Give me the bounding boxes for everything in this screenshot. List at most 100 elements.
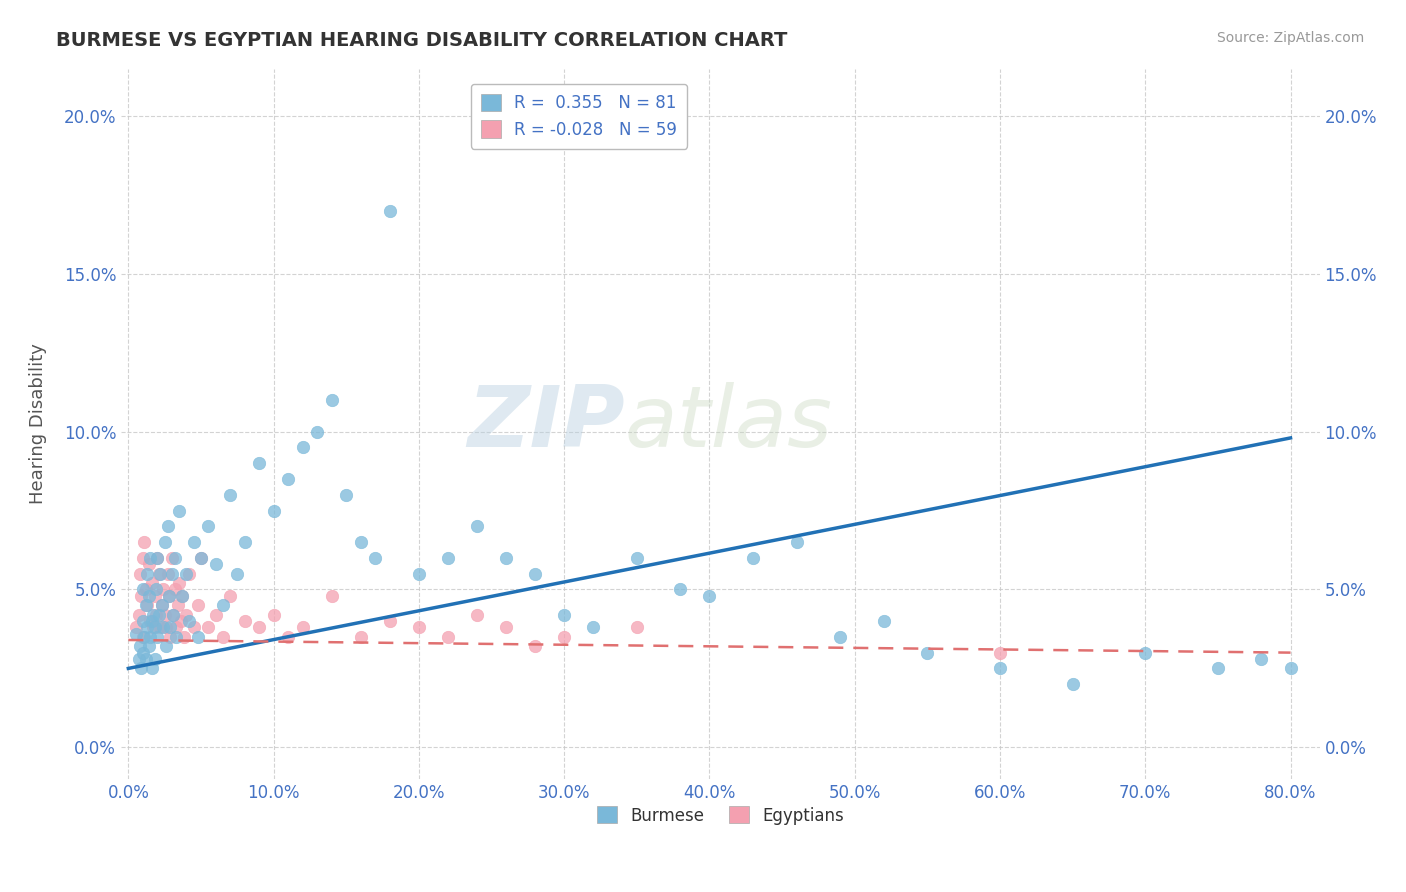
Point	[190, 550, 212, 565]
Point	[211, 630, 233, 644]
Point	[132, 614, 155, 628]
Point	[155, 620, 177, 634]
Point	[378, 203, 401, 218]
Point	[128, 607, 150, 622]
Point	[159, 620, 181, 634]
Point	[134, 535, 156, 549]
Point	[131, 661, 153, 675]
Point	[129, 640, 152, 654]
Point	[408, 566, 430, 581]
Point	[291, 441, 314, 455]
Point	[263, 503, 285, 517]
Point	[553, 607, 575, 622]
Point	[143, 652, 166, 666]
Point	[183, 620, 205, 634]
Point	[153, 535, 176, 549]
Point	[152, 582, 174, 597]
Point	[143, 620, 166, 634]
Point	[321, 589, 343, 603]
Point	[1206, 661, 1229, 675]
Point	[162, 607, 184, 622]
Point	[350, 535, 373, 549]
Point	[169, 614, 191, 628]
Point	[145, 582, 167, 597]
Point	[139, 614, 162, 628]
Point	[138, 558, 160, 572]
Point	[156, 566, 179, 581]
Point	[988, 646, 1011, 660]
Point	[176, 566, 198, 581]
Point	[166, 599, 188, 613]
Point	[148, 607, 170, 622]
Point	[163, 582, 186, 597]
Point	[146, 550, 169, 565]
Point	[163, 550, 186, 565]
Point	[124, 626, 146, 640]
Point	[187, 599, 209, 613]
Point	[408, 620, 430, 634]
Legend: Burmese, Egyptians: Burmese, Egyptians	[586, 797, 853, 835]
Point	[172, 589, 194, 603]
Point	[136, 599, 159, 613]
Point	[699, 589, 721, 603]
Point	[465, 519, 488, 533]
Point	[233, 614, 256, 628]
Point	[143, 589, 166, 603]
Point	[786, 535, 808, 549]
Point	[465, 607, 488, 622]
Point	[335, 488, 357, 502]
Point	[437, 630, 460, 644]
Point	[364, 550, 387, 565]
Point	[553, 630, 575, 644]
Point	[437, 550, 460, 565]
Point	[165, 630, 187, 644]
Point	[187, 630, 209, 644]
Point	[141, 661, 163, 675]
Point	[167, 503, 190, 517]
Point	[165, 620, 187, 634]
Point	[204, 558, 226, 572]
Point	[669, 582, 692, 597]
Point	[167, 576, 190, 591]
Point	[146, 630, 169, 644]
Point	[139, 630, 162, 644]
Point	[129, 566, 152, 581]
Text: BURMESE VS EGYPTIAN HEARING DISABILITY CORRELATION CHART: BURMESE VS EGYPTIAN HEARING DISABILITY C…	[56, 31, 787, 50]
Point	[153, 607, 176, 622]
Point	[626, 550, 648, 565]
Point	[378, 614, 401, 628]
Text: ZIP: ZIP	[467, 382, 624, 466]
Point	[131, 589, 153, 603]
Point	[160, 550, 183, 565]
Point	[204, 607, 226, 622]
Text: Source: ZipAtlas.com: Source: ZipAtlas.com	[1216, 31, 1364, 45]
Point	[1062, 677, 1084, 691]
Point	[183, 535, 205, 549]
Point	[173, 630, 195, 644]
Point	[495, 550, 517, 565]
Point	[742, 550, 765, 565]
Point	[128, 652, 150, 666]
Point	[150, 599, 173, 613]
Text: atlas: atlas	[624, 382, 832, 466]
Y-axis label: Hearing Disability: Hearing Disability	[30, 343, 46, 504]
Point	[135, 599, 157, 613]
Point	[145, 607, 167, 622]
Point	[150, 599, 173, 613]
Point	[135, 652, 157, 666]
Point	[321, 392, 343, 407]
Point	[219, 488, 242, 502]
Point	[146, 550, 169, 565]
Point	[307, 425, 329, 439]
Point	[197, 519, 219, 533]
Point	[149, 566, 172, 581]
Point	[1279, 661, 1302, 675]
Point	[160, 566, 183, 581]
Point	[142, 607, 165, 622]
Point	[155, 640, 177, 654]
Point	[277, 472, 299, 486]
Point	[211, 599, 233, 613]
Point	[988, 661, 1011, 675]
Point	[135, 582, 157, 597]
Point	[873, 614, 896, 628]
